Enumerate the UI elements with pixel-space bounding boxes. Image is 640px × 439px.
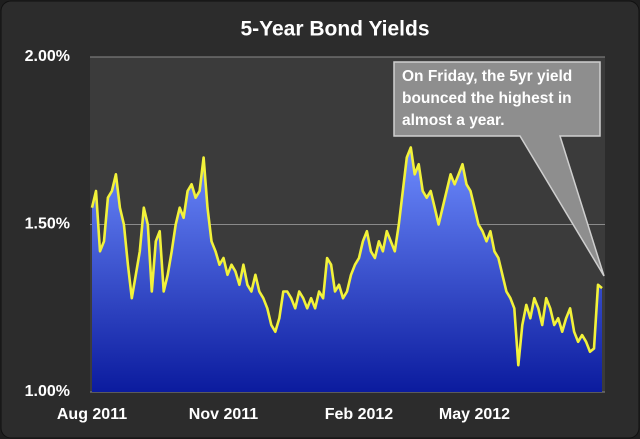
x-tick-label: Nov 2011 — [189, 406, 258, 423]
x-tick-label: May 2012 — [439, 406, 510, 423]
line — [90, 146, 603, 367]
y-tick-label: 1.00% — [25, 383, 70, 400]
y-tick-label: 2.00% — [25, 48, 70, 65]
annotation-text: bounced the highest in — [402, 90, 572, 107]
y-tick-label: 1.50% — [25, 216, 70, 233]
chart-title: 5-Year Bond Yields — [240, 18, 429, 41]
x-tick-label: Aug 2011 — [57, 406, 127, 423]
x-tick-label: Feb 2012 — [325, 406, 394, 423]
annotation-text: On Friday, the 5yr yield — [402, 68, 572, 85]
callout-box — [393, 61, 605, 277]
annotation-text: almost a year. — [402, 112, 505, 129]
